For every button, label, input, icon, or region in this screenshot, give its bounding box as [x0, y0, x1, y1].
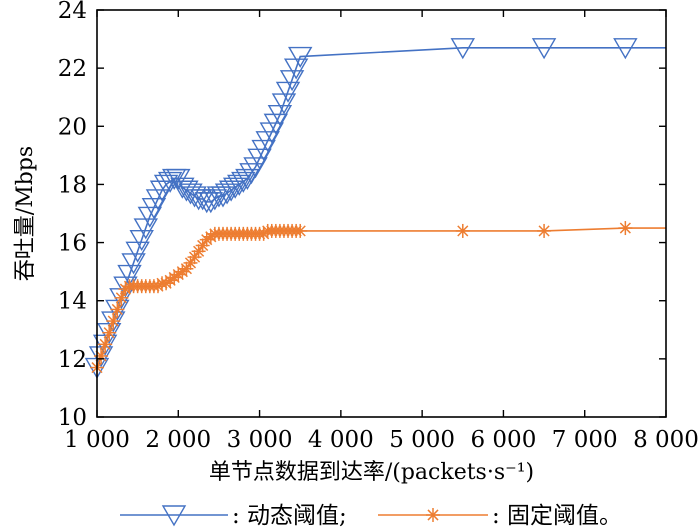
- data-point-marker: [613, 38, 638, 60]
- y-axis-title: 吞吐量/Mbps: [13, 146, 38, 281]
- series-line: [96, 46, 666, 368]
- x-tick-label: 1 000: [64, 427, 130, 453]
- y-tick-label: 22: [58, 56, 87, 82]
- legend-marker: [161, 505, 187, 527]
- data-point-marker: [293, 223, 308, 238]
- data-point-marker: [231, 171, 256, 193]
- data-point-marker: [137, 206, 163, 228]
- data-point-marker: [163, 273, 178, 288]
- data-point-marker: [455, 223, 470, 238]
- series-2: [90, 221, 666, 375]
- x-tick-label: 3 000: [227, 427, 293, 453]
- x-tick-label: 8 000: [633, 427, 699, 453]
- data-point-marker: [251, 139, 276, 161]
- y-tick-label: 12: [58, 347, 87, 373]
- y-tick-label: 14: [58, 289, 87, 315]
- data-point-marker: [94, 348, 109, 363]
- data-point-marker: [159, 276, 174, 291]
- data-point-marker: [243, 157, 268, 179]
- data-point-marker: [171, 267, 186, 282]
- data-point-marker: [247, 148, 272, 170]
- y-tick-label: 16: [58, 231, 87, 257]
- data-point-marker: [106, 314, 121, 329]
- data-point-marker: [170, 177, 195, 199]
- x-axis-title: 单节点数据到达率/(packets·s⁻¹): [209, 460, 534, 485]
- data-point-marker: [199, 232, 214, 247]
- y-tick-label: 18: [58, 172, 87, 198]
- plot-frame: [96, 9, 667, 418]
- x-tick-label: 4 000: [308, 427, 374, 453]
- legend-label: : 动态阈值;: [232, 503, 347, 529]
- data-point-marker: [531, 38, 557, 60]
- data-point-marker: [618, 221, 633, 236]
- data-point-marker: [263, 113, 289, 135]
- data-point-marker: [141, 197, 167, 220]
- x-tick-label: 2 000: [145, 427, 211, 453]
- legend-label: : 固定阈值。: [492, 503, 622, 529]
- x-tick-label: 5 000: [389, 427, 455, 453]
- data-point-marker: [145, 189, 171, 211]
- data-point-marker: [166, 168, 191, 191]
- data-point-marker: [167, 270, 182, 285]
- data-point-marker: [182, 186, 207, 208]
- x-tick-label: 6 000: [470, 427, 536, 453]
- plot-marks: [84, 38, 666, 379]
- series-line: [96, 227, 666, 368]
- axis-ticks: 1 000 2 000 3 000 4 000 5 000 6 000 7 000 8 000…: [58, 0, 699, 453]
- data-point-marker: [190, 189, 215, 211]
- data-point-marker: [255, 131, 280, 153]
- y-tick-label: 20: [58, 114, 87, 140]
- data-point-marker: [259, 122, 284, 144]
- data-point-marker: [288, 46, 313, 68]
- y-tick-label: 10: [58, 405, 87, 431]
- data-point-marker: [98, 337, 113, 352]
- data-point-marker: [202, 189, 228, 211]
- legend-entry-1: : 动态阈值;: [120, 503, 347, 529]
- x-tick-label: 7 000: [552, 427, 618, 453]
- data-point-marker: [537, 223, 552, 238]
- y-tick-label: 24: [58, 0, 87, 24]
- legend-marker: [426, 508, 440, 522]
- legend-entry-2: : 固定阈值。: [378, 503, 622, 529]
- legend: : 动态阈值; : 固定阈值。: [120, 503, 622, 529]
- data-point-marker: [450, 38, 475, 60]
- data-point-marker: [110, 302, 125, 317]
- series-1: [84, 38, 666, 379]
- data-point-marker: [102, 325, 117, 340]
